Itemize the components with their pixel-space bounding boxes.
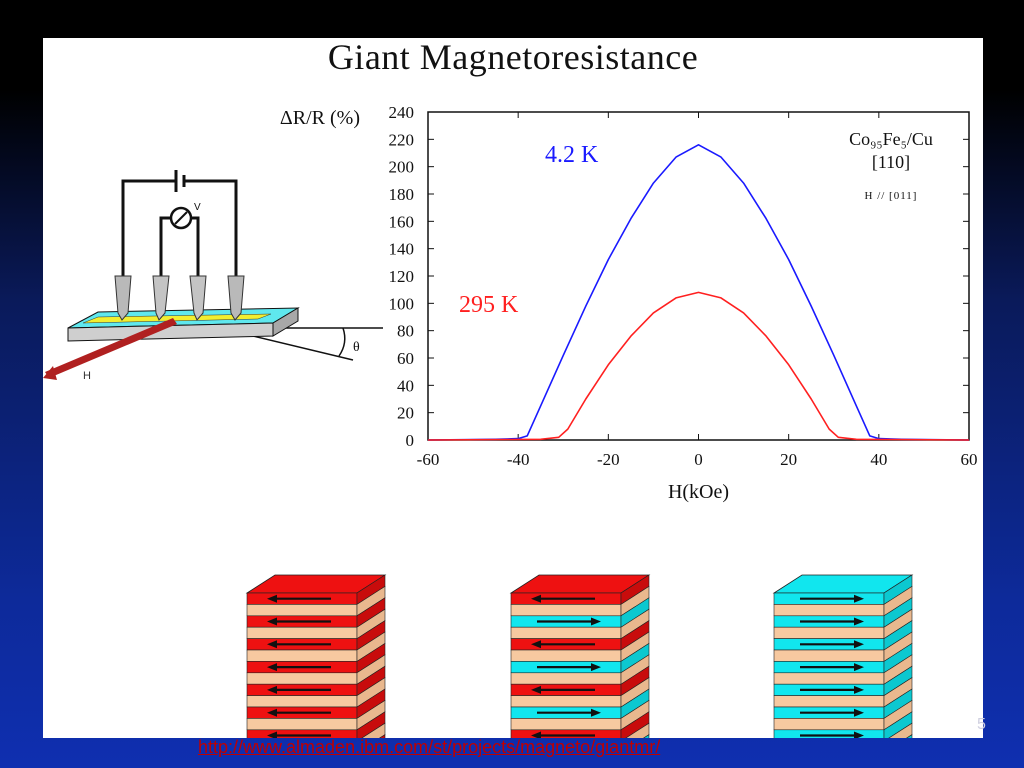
sample-annotation-line1: Co₉₅Fe₅/Cu <box>849 129 933 149</box>
stack-layer-front <box>773 649 885 662</box>
y-tick-label: 200 <box>389 158 415 177</box>
y-tick-label: 160 <box>389 212 415 231</box>
stack-layer-front <box>773 626 885 639</box>
magnetization-arrow-right <box>537 617 601 626</box>
angle-label: θ <box>353 340 360 355</box>
magnetization-arrow-right <box>537 663 601 672</box>
stack-layer-side <box>906 734 913 738</box>
magnetization-arrow-right <box>800 594 864 603</box>
slide-title: Giant Magnetoresistance <box>327 38 699 77</box>
x-tick-label: 0 <box>694 450 703 469</box>
x-tick-label: 20 <box>780 450 797 469</box>
stack-layer-side <box>643 734 650 738</box>
y-tick-label: 120 <box>389 267 415 286</box>
magnetization-arrow-left <box>267 617 331 626</box>
stack-layer-front <box>510 626 622 639</box>
series-label-4-2k: 4.2 K <box>545 142 599 168</box>
stack-layer-front <box>510 695 622 708</box>
y-tick-label: 20 <box>397 404 414 423</box>
measurement-setup-diagram: V θ H <box>43 170 383 382</box>
y-tick-label: 80 <box>397 322 414 341</box>
y-tick-label: 220 <box>389 130 415 149</box>
stack-layer-front <box>246 718 358 731</box>
y-tick-label: 140 <box>389 240 415 259</box>
magnetization-arrow-right <box>537 708 601 717</box>
x-tick-label: 60 <box>961 450 978 469</box>
magnetization-arrow-left <box>267 663 331 672</box>
field-direction-annotation: H // [011] <box>865 190 918 202</box>
y-axis-label: ΔR/R (%) <box>280 107 360 129</box>
series-line-1 <box>427 291 970 441</box>
stack-layer-front <box>510 672 622 685</box>
stack-layer-front <box>510 604 622 617</box>
stack-layer-front <box>773 695 885 708</box>
field-arrow <box>43 318 177 380</box>
multilayer-stack-2 <box>509 574 651 738</box>
stack-layer-side <box>379 734 386 738</box>
multilayer-stack-1 <box>245 574 387 738</box>
stack-layer-front <box>246 649 358 662</box>
magnetization-arrow-right <box>800 617 864 626</box>
magnetization-arrow-left <box>267 594 331 603</box>
battery-icon <box>168 170 193 192</box>
stack-layer-front <box>510 649 622 662</box>
magnetization-arrow-right <box>800 708 864 717</box>
y-tick-label: 100 <box>389 294 415 313</box>
page-number: 5 <box>977 716 986 733</box>
magnetization-arrow-left <box>531 594 595 603</box>
magnetization-arrow-left <box>267 685 331 694</box>
stack-layer-front <box>246 604 358 617</box>
stack-layer-front <box>510 718 622 731</box>
magnetization-arrow-left <box>267 708 331 717</box>
y-tick-label: 40 <box>397 376 414 395</box>
stack-layer-front <box>246 695 358 708</box>
x-tick-label: -20 <box>597 450 620 469</box>
magnetization-arrow-left <box>267 731 331 738</box>
stack-layer-front <box>773 718 885 731</box>
magnetization-arrow-right <box>800 640 864 649</box>
magnetization-arrow-left <box>531 685 595 694</box>
multilayer-stack-3 <box>772 574 914 738</box>
magnetization-arrow-right <box>800 685 864 694</box>
stack-layer-front <box>773 604 885 617</box>
source-link[interactable]: http://www.almaden.ibm.com/st/projects/m… <box>198 737 661 757</box>
voltmeter-icon: V <box>169 202 201 230</box>
y-tick-label: 240 <box>389 103 415 122</box>
circuit-wires <box>121 179 238 276</box>
slide-panel: Giant Magnetoresistance V θ <box>43 38 983 738</box>
magnetization-arrow-right <box>800 663 864 672</box>
stack-layer-front <box>773 672 885 685</box>
x-tick-label: -60 <box>417 450 440 469</box>
magnetization-arrow-left <box>267 640 331 649</box>
magnetization-arrow-left <box>531 640 595 649</box>
series-label-295k: 295 K <box>459 292 519 318</box>
stack-layer-front <box>773 729 885 738</box>
x-tick-label: -40 <box>507 450 530 469</box>
stack-layer-front <box>246 672 358 685</box>
y-tick-label: 180 <box>389 185 415 204</box>
stack-layer-front <box>246 626 358 639</box>
y-tick-label: 60 <box>397 349 414 368</box>
field-label: H <box>83 370 91 382</box>
magnetization-arrow-right <box>800 731 864 738</box>
voltmeter-label: V <box>194 202 201 213</box>
sample-annotation-line2: [110] <box>872 152 910 172</box>
x-tick-label: 40 <box>870 450 887 469</box>
y-tick-label: 0 <box>406 431 415 450</box>
x-axis-label: H(kOe) <box>668 481 729 503</box>
series-line-0 <box>427 144 970 441</box>
probe-tips <box>114 275 245 321</box>
multilayer-stacks <box>245 574 914 738</box>
magnetization-arrow-left <box>531 731 595 738</box>
